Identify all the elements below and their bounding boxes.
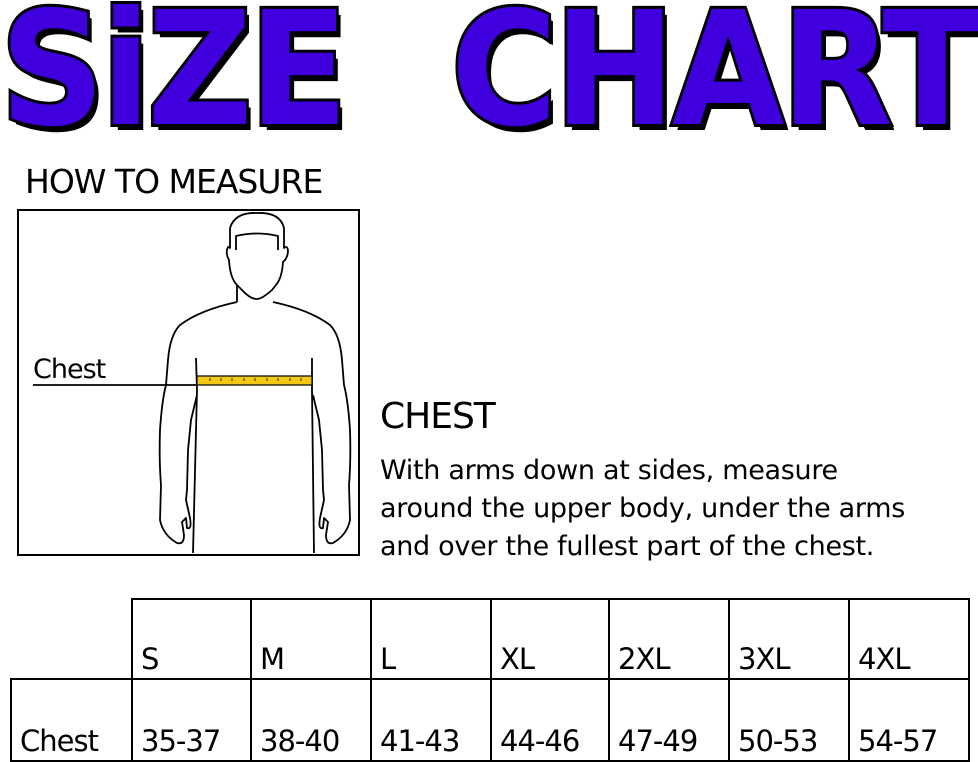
size-header: M <box>250 598 372 680</box>
table-row: Chest 35-37 38-40 41-43 44-46 47-49 50-5… <box>10 678 970 762</box>
chest-value: 35-37 <box>131 678 252 762</box>
size-header: XL <box>490 598 610 680</box>
row-label: Chest <box>10 678 133 762</box>
measure-figure-frame <box>17 209 360 556</box>
chest-heading: CHEST <box>380 396 496 437</box>
measuring-tape <box>196 375 313 386</box>
how-to-measure-heading: HOW TO MEASURE <box>25 162 323 201</box>
body-outline-illustration <box>33 212 352 554</box>
chest-value: 44-46 <box>490 678 610 762</box>
size-chart-title: SiZE CHART <box>0 0 978 165</box>
right-arm-outline <box>272 301 352 545</box>
size-table: S M L XL 2XL 3XL 4XL Chest 35-37 38-40 4… <box>10 598 970 762</box>
size-header-row: S M L XL 2XL 3XL 4XL <box>11 598 970 680</box>
left-torso-outline <box>192 357 198 554</box>
head-outline <box>225 212 289 302</box>
size-header: 3XL <box>728 598 850 680</box>
size-header: 2XL <box>608 598 730 680</box>
size-header: L <box>370 598 492 680</box>
chest-value: 47-49 <box>608 678 730 762</box>
figure-chest-label: Chest <box>33 354 106 385</box>
chest-instructions: With arms down at sides, measure around … <box>380 452 978 566</box>
chest-value: 50-53 <box>728 678 850 762</box>
chest-value: 38-40 <box>250 678 372 762</box>
left-arm-outline <box>158 301 238 545</box>
size-header: 4XL <box>848 598 970 680</box>
title-word: CHART <box>448 0 978 165</box>
chest-value: 54-57 <box>848 678 970 762</box>
instruction-line: and over the fullest part of the chest. <box>380 531 875 562</box>
corner-cell <box>11 599 132 680</box>
right-torso-outline <box>311 358 315 554</box>
instruction-line: around the upper body, under the arms <box>380 493 906 524</box>
chest-value: 41-43 <box>370 678 492 762</box>
hairline <box>235 232 279 250</box>
instruction-line: With arms down at sides, measure <box>380 455 838 486</box>
title-word: SiZE <box>0 0 351 165</box>
size-header: S <box>131 598 252 680</box>
